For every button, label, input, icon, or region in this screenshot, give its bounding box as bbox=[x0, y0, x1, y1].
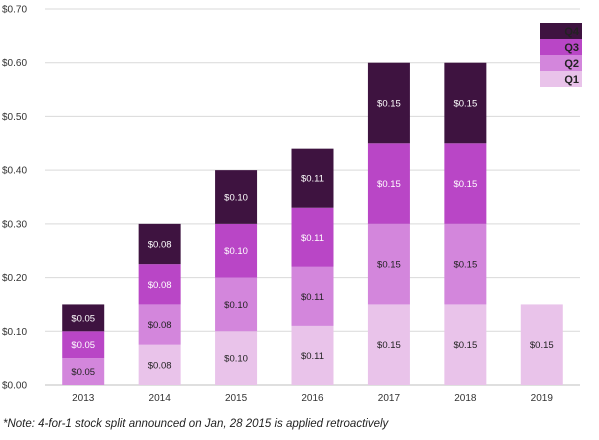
data-label: $0.15 bbox=[453, 260, 477, 271]
legend-label-q1: Q1 bbox=[564, 74, 579, 86]
y-tick-label: $0.20 bbox=[2, 273, 27, 284]
stacked-bar-chart: $0.00 $0.10 $0.20 $0.30 $0.40 $0.50 $0.60 $0.70… bbox=[2, 5, 582, 404]
bar-segment-q4 bbox=[367, 62, 410, 144]
data-label: $0.05 bbox=[71, 367, 95, 378]
data-label: $0.15 bbox=[453, 99, 477, 110]
bar-segment-q1 bbox=[444, 304, 487, 385]
legend: Q4 Q3 Q2 Q1 bbox=[540, 23, 582, 87]
legend-swatch-q1 bbox=[540, 71, 582, 87]
y-tick-label: $0.70 bbox=[2, 5, 27, 16]
data-label: $0.11 bbox=[301, 292, 324, 303]
bar-segment-q1 bbox=[367, 304, 410, 385]
data-label: $0.11 bbox=[301, 233, 324, 244]
footnote: *Note: 4-for-1 stock split announced on … bbox=[3, 418, 389, 430]
x-tick-label: 2018 bbox=[454, 393, 477, 404]
legend-swatch-q3 bbox=[540, 39, 582, 55]
bar-segment-q1 bbox=[215, 331, 258, 385]
x-tick-label: 2014 bbox=[149, 393, 172, 404]
bar-segment-q3 bbox=[62, 331, 105, 359]
bar-segment-q4 bbox=[444, 62, 487, 144]
x-axis-ticks: 2013 2014 2015 2016 2017 2018 2019 bbox=[72, 393, 553, 404]
bar-segment-q2 bbox=[62, 358, 105, 385]
data-label: $0.08 bbox=[148, 280, 172, 291]
bar-segment-q4 bbox=[215, 170, 258, 224]
bar-segment-q4 bbox=[138, 223, 181, 265]
data-label: $0.11 bbox=[301, 174, 324, 185]
data-label: $0.08 bbox=[148, 320, 172, 331]
bar-segment-q4 bbox=[62, 304, 105, 332]
x-tick-label: 2015 bbox=[225, 393, 248, 404]
bar-segment-q3 bbox=[215, 223, 258, 278]
legend-label-q2: Q2 bbox=[564, 58, 579, 70]
legend-label-q4: Q4 bbox=[564, 26, 580, 38]
data-label: $0.15 bbox=[377, 340, 401, 351]
x-tick-label: 2016 bbox=[301, 393, 324, 404]
data-label: $0.15 bbox=[377, 99, 401, 110]
bar-segment-q2 bbox=[138, 304, 181, 345]
data-label: $0.10 bbox=[224, 300, 248, 311]
data-label: $0.11 bbox=[301, 351, 324, 362]
bar-segment-q2 bbox=[367, 223, 410, 305]
data-label: $0.15 bbox=[453, 340, 477, 351]
bar-segment-q2 bbox=[291, 266, 334, 326]
data-label: $0.15 bbox=[530, 340, 554, 351]
legend-swatch-q2 bbox=[540, 55, 582, 71]
bar-segment-q1 bbox=[138, 344, 181, 385]
data-label: $0.05 bbox=[71, 340, 95, 351]
data-label: $0.15 bbox=[377, 179, 401, 190]
bar-segment-q2 bbox=[215, 277, 258, 332]
x-tick-label: 2013 bbox=[72, 393, 95, 404]
bar-segment-q3 bbox=[367, 143, 410, 224]
bar-segment-q3 bbox=[138, 264, 181, 305]
x-tick-label: 2017 bbox=[378, 393, 401, 404]
y-tick-label: $0.10 bbox=[2, 327, 27, 338]
bar-segment-q4 bbox=[291, 148, 334, 208]
data-label: $0.15 bbox=[453, 179, 477, 190]
data-label: $0.08 bbox=[148, 240, 172, 251]
y-tick-label: $0.30 bbox=[2, 219, 27, 230]
bar-segment-q2 bbox=[444, 223, 487, 305]
data-label: $0.15 bbox=[377, 260, 401, 271]
data-label: $0.05 bbox=[71, 313, 95, 324]
data-label: $0.10 bbox=[224, 354, 248, 365]
legend-swatch-q4 bbox=[540, 23, 582, 39]
data-label: $0.10 bbox=[224, 193, 248, 204]
bar-segment-q3 bbox=[291, 207, 334, 267]
legend-label-q3: Q3 bbox=[564, 42, 579, 54]
y-tick-label: $0.60 bbox=[2, 58, 27, 69]
data-label: $0.10 bbox=[224, 246, 248, 257]
bar-segment-q1 bbox=[520, 304, 563, 385]
y-tick-label: $0.00 bbox=[2, 381, 27, 392]
x-tick-label: 2019 bbox=[531, 393, 554, 404]
bar-segment-q3 bbox=[444, 143, 487, 224]
bar-segment-q1 bbox=[291, 325, 334, 385]
y-axis-ticks: $0.00 $0.10 $0.20 $0.30 $0.40 $0.50 $0.60 $0.70 bbox=[2, 5, 27, 392]
bars: $0.05 $0.05 $0.05 $0.08 $0.08 $0.08 $0.08 $0.10… bbox=[62, 62, 563, 385]
data-label: $0.08 bbox=[148, 360, 172, 371]
y-tick-label: $0.40 bbox=[2, 166, 27, 177]
y-tick-label: $0.50 bbox=[2, 112, 27, 123]
